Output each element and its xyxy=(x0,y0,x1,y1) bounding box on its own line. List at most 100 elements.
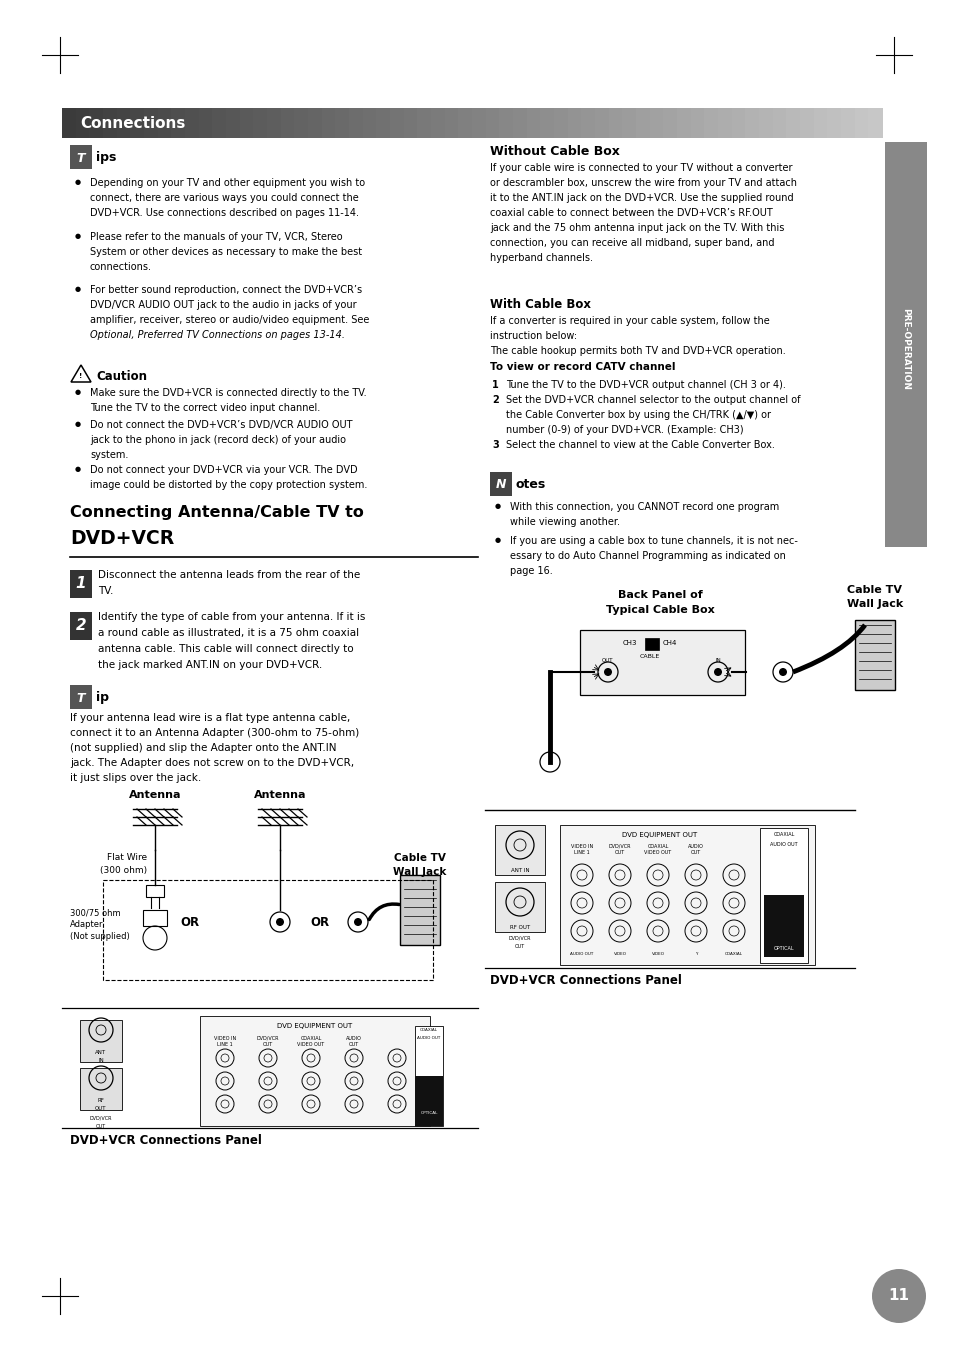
Text: (300 ohm): (300 ohm) xyxy=(100,866,147,875)
Text: DVD/VCR
OUT: DVD/VCR OUT xyxy=(608,844,631,855)
Bar xyxy=(457,108,473,138)
Bar xyxy=(103,880,433,979)
Circle shape xyxy=(354,917,361,925)
Text: Antenna: Antenna xyxy=(129,790,181,800)
Bar xyxy=(431,108,445,138)
Text: The cable hookup permits both TV and DVD+VCR operation.: The cable hookup permits both TV and DVD… xyxy=(490,346,785,357)
Bar xyxy=(321,108,336,138)
Text: If your antenna lead wire is a flat type antenna cable,: If your antenna lead wire is a flat type… xyxy=(70,713,350,723)
Text: CH3: CH3 xyxy=(622,640,637,646)
Text: COAXIAL: COAXIAL xyxy=(419,1028,437,1032)
Text: number (0-9) of your DVD+VCR. (Example: CH3): number (0-9) of your DVD+VCR. (Example: … xyxy=(505,426,742,435)
Text: DVD EQUIPMENT OUT: DVD EQUIPMENT OUT xyxy=(277,1023,353,1029)
Text: Typical Cable Box: Typical Cable Box xyxy=(605,605,714,615)
Bar xyxy=(763,894,803,957)
Text: Cable TV: Cable TV xyxy=(846,585,902,594)
Text: Do not connect your DVD+VCR via your VCR. The DVD: Do not connect your DVD+VCR via your VCR… xyxy=(90,465,357,476)
Text: PRE-OPERATION: PRE-OPERATION xyxy=(901,308,909,390)
Circle shape xyxy=(871,1269,925,1323)
Text: instruction below:: instruction below: xyxy=(490,331,577,340)
Circle shape xyxy=(603,667,612,676)
Bar xyxy=(75,108,91,138)
Text: ips: ips xyxy=(96,151,116,165)
Text: Wall Jack: Wall Jack xyxy=(846,598,902,609)
Text: ●: ● xyxy=(75,286,81,292)
Text: OUT: OUT xyxy=(601,658,613,662)
Text: OUT: OUT xyxy=(95,1124,106,1129)
Text: page 16.: page 16. xyxy=(510,566,552,576)
Bar xyxy=(294,108,309,138)
Bar xyxy=(267,108,281,138)
Text: connect it to an Antenna Adapter (300-ohm to 75-ohm): connect it to an Antenna Adapter (300-oh… xyxy=(70,728,359,738)
Text: AUDIO
OUT: AUDIO OUT xyxy=(346,1036,361,1047)
Text: COAXIAL
VIDEO OUT: COAXIAL VIDEO OUT xyxy=(297,1036,324,1047)
Bar xyxy=(416,108,432,138)
Bar xyxy=(567,108,581,138)
Bar xyxy=(485,108,499,138)
Bar xyxy=(490,471,512,496)
Text: the Cable Converter box by using the CH/TRK (▲/▼) or: the Cable Converter box by using the CH/… xyxy=(505,409,770,420)
Text: connection, you can receive all midband, super band, and: connection, you can receive all midband,… xyxy=(490,238,774,249)
Text: N: N xyxy=(496,478,506,492)
Text: the jack marked ANT.IN on your DVD+VCR.: the jack marked ANT.IN on your DVD+VCR. xyxy=(98,661,322,670)
Text: ●: ● xyxy=(495,503,500,509)
Bar xyxy=(759,108,773,138)
Bar xyxy=(403,108,418,138)
Bar xyxy=(595,108,609,138)
Text: Tune the TV to the DVD+VCR output channel (CH 3 or 4).: Tune the TV to the DVD+VCR output channe… xyxy=(505,380,785,390)
Text: Caution: Caution xyxy=(96,370,147,382)
Bar xyxy=(498,108,514,138)
Text: jack. The Adapter does not screw on to the DVD+VCR,: jack. The Adapter does not screw on to t… xyxy=(70,758,354,767)
Text: Without Cable Box: Without Cable Box xyxy=(490,145,619,158)
Text: CABLE: CABLE xyxy=(639,654,659,659)
Text: Disconnect the antenna leads from the rear of the: Disconnect the antenna leads from the re… xyxy=(98,570,360,580)
Bar xyxy=(90,108,104,138)
Text: OUT: OUT xyxy=(95,1106,107,1111)
Bar xyxy=(772,108,786,138)
Bar xyxy=(884,142,926,547)
Bar xyxy=(559,825,814,965)
Bar xyxy=(826,108,841,138)
Bar xyxy=(80,1069,122,1111)
Bar xyxy=(526,108,540,138)
Text: OPTICAL: OPTICAL xyxy=(773,946,794,951)
Bar xyxy=(785,108,801,138)
Text: Select the channel to view at the Cable Converter Box.: Select the channel to view at the Cable … xyxy=(505,440,774,450)
Text: 2: 2 xyxy=(492,394,498,405)
Bar xyxy=(239,108,254,138)
Bar xyxy=(854,620,894,690)
Text: connect, there are various ways you could connect the: connect, there are various ways you coul… xyxy=(90,193,358,203)
Text: With this connection, you CANNOT record one program: With this connection, you CANNOT record … xyxy=(510,503,779,512)
Bar xyxy=(143,911,167,925)
Bar xyxy=(213,108,227,138)
Text: RF OUT: RF OUT xyxy=(510,925,530,929)
Text: System or other devices as necessary to make the best: System or other devices as necessary to … xyxy=(90,247,362,257)
Text: AUDIO OUT: AUDIO OUT xyxy=(570,952,593,957)
Bar xyxy=(703,108,719,138)
Text: essary to do Auto Channel Programming as indicated on: essary to do Auto Channel Programming as… xyxy=(510,551,785,561)
Bar xyxy=(867,108,882,138)
Bar xyxy=(608,108,622,138)
Text: ●: ● xyxy=(495,536,500,543)
Text: VIDEO: VIDEO xyxy=(613,952,626,957)
Text: 11: 11 xyxy=(887,1289,908,1304)
Bar xyxy=(157,108,172,138)
Text: Back Panel of: Back Panel of xyxy=(617,590,701,600)
Text: Antenna: Antenna xyxy=(253,790,306,800)
Text: Connections: Connections xyxy=(80,116,185,131)
Bar xyxy=(308,108,322,138)
Text: Identify the type of cable from your antenna. If it is: Identify the type of cable from your ant… xyxy=(98,612,365,621)
Text: antenna cable. This cable will connect directly to: antenna cable. This cable will connect d… xyxy=(98,644,354,654)
Text: 1: 1 xyxy=(492,380,498,390)
Text: a round cable as illustrated, it is a 75 ohm coaxial: a round cable as illustrated, it is a 75… xyxy=(98,628,358,638)
Text: DVD+VCR Connections Panel: DVD+VCR Connections Panel xyxy=(70,1133,262,1147)
Bar xyxy=(70,570,91,598)
Text: ANT: ANT xyxy=(95,1050,107,1055)
Text: ●: ● xyxy=(75,466,81,471)
Bar xyxy=(253,108,268,138)
Bar xyxy=(375,108,391,138)
Text: AUDIO
OUT: AUDIO OUT xyxy=(687,844,703,855)
Bar xyxy=(144,108,158,138)
Text: VIDEO IN
LINE 1: VIDEO IN LINE 1 xyxy=(570,844,593,855)
Text: ip: ip xyxy=(96,692,109,704)
